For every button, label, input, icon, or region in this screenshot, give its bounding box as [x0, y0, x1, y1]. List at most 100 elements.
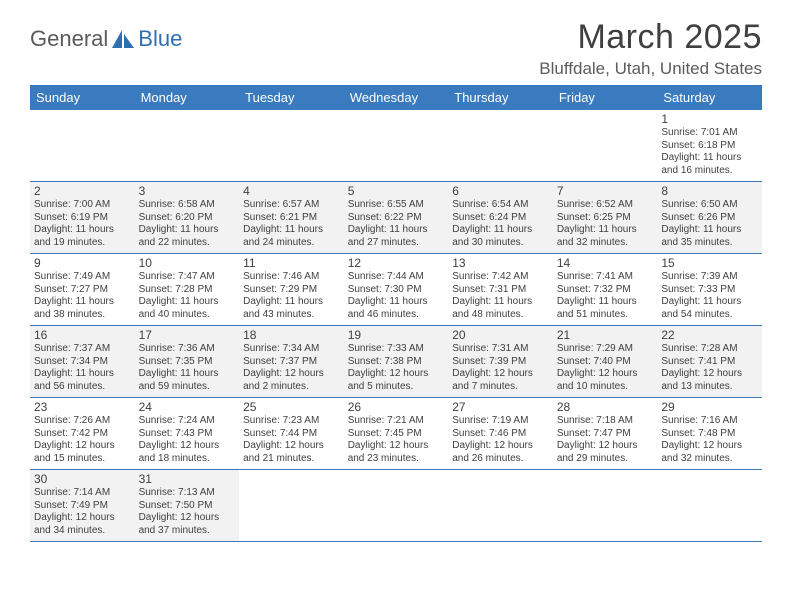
daylight-text-2: and 26 minutes.: [452, 453, 549, 466]
sunrise-text: Sunrise: 7:44 AM: [348, 271, 445, 284]
weekday-header-row: Sunday Monday Tuesday Wednesday Thursday…: [30, 86, 762, 110]
logo-text-2: Blue: [138, 26, 182, 52]
sunrise-text: Sunrise: 7:23 AM: [243, 415, 340, 428]
daylight-text-2: and 56 minutes.: [34, 381, 131, 394]
sunrise-text: Sunrise: 6:54 AM: [452, 199, 549, 212]
day-number: 28: [557, 400, 654, 414]
sunrise-text: Sunrise: 7:13 AM: [139, 487, 236, 500]
weekday-header: Sunday: [30, 86, 135, 110]
daylight-text-1: Daylight: 12 hours: [661, 440, 758, 453]
day-info: Sunrise: 6:52 AMSunset: 6:25 PMDaylight:…: [557, 199, 654, 249]
sunrise-text: Sunrise: 7:00 AM: [34, 199, 131, 212]
logo: General Blue: [30, 26, 182, 52]
sunset-text: Sunset: 7:33 PM: [661, 284, 758, 297]
sunrise-text: Sunrise: 7:29 AM: [557, 343, 654, 356]
day-number: 9: [34, 256, 131, 270]
sunrise-text: Sunrise: 7:18 AM: [557, 415, 654, 428]
daylight-text-1: Daylight: 12 hours: [34, 512, 131, 525]
sunrise-text: Sunrise: 7:37 AM: [34, 343, 131, 356]
day-number: 7: [557, 184, 654, 198]
calendar-day-cell: 23Sunrise: 7:26 AMSunset: 7:42 PMDayligh…: [30, 398, 135, 470]
daylight-text-2: and 22 minutes.: [139, 237, 236, 250]
daylight-text-2: and 35 minutes.: [661, 237, 758, 250]
daylight-text-1: Daylight: 12 hours: [452, 368, 549, 381]
day-info: Sunrise: 7:23 AMSunset: 7:44 PMDaylight:…: [243, 415, 340, 465]
daylight-text-1: Daylight: 11 hours: [452, 224, 549, 237]
day-info: Sunrise: 7:18 AMSunset: 7:47 PMDaylight:…: [557, 415, 654, 465]
calendar-day-cell: 15Sunrise: 7:39 AMSunset: 7:33 PMDayligh…: [657, 254, 762, 326]
calendar-day-cell: 22Sunrise: 7:28 AMSunset: 7:41 PMDayligh…: [657, 326, 762, 398]
daylight-text-1: Daylight: 12 hours: [452, 440, 549, 453]
sunset-text: Sunset: 7:38 PM: [348, 356, 445, 369]
daylight-text-2: and 13 minutes.: [661, 381, 758, 394]
daylight-text-2: and 46 minutes.: [348, 309, 445, 322]
day-number: 16: [34, 328, 131, 342]
logo-sail-icon: [110, 28, 136, 50]
daylight-text-1: Daylight: 12 hours: [557, 440, 654, 453]
day-number: 10: [139, 256, 236, 270]
sunset-text: Sunset: 7:49 PM: [34, 500, 131, 513]
sunset-text: Sunset: 7:31 PM: [452, 284, 549, 297]
daylight-text-2: and 23 minutes.: [348, 453, 445, 466]
sunrise-text: Sunrise: 7:33 AM: [348, 343, 445, 356]
calendar-day-cell: [448, 110, 553, 182]
day-info: Sunrise: 7:39 AMSunset: 7:33 PMDaylight:…: [661, 271, 758, 321]
calendar-day-cell: 17Sunrise: 7:36 AMSunset: 7:35 PMDayligh…: [135, 326, 240, 398]
calendar-day-cell: 26Sunrise: 7:21 AMSunset: 7:45 PMDayligh…: [344, 398, 449, 470]
day-info: Sunrise: 6:55 AMSunset: 6:22 PMDaylight:…: [348, 199, 445, 249]
sunrise-text: Sunrise: 7:26 AM: [34, 415, 131, 428]
sunrise-text: Sunrise: 6:50 AM: [661, 199, 758, 212]
calendar-day-cell: 6Sunrise: 6:54 AMSunset: 6:24 PMDaylight…: [448, 182, 553, 254]
day-info: Sunrise: 7:16 AMSunset: 7:48 PMDaylight:…: [661, 415, 758, 465]
day-info: Sunrise: 7:41 AMSunset: 7:32 PMDaylight:…: [557, 271, 654, 321]
sunset-text: Sunset: 6:24 PM: [452, 212, 549, 225]
calendar-day-cell: 27Sunrise: 7:19 AMSunset: 7:46 PMDayligh…: [448, 398, 553, 470]
day-number: 1: [661, 112, 758, 126]
day-info: Sunrise: 6:54 AMSunset: 6:24 PMDaylight:…: [452, 199, 549, 249]
daylight-text-1: Daylight: 11 hours: [348, 224, 445, 237]
day-number: 6: [452, 184, 549, 198]
sunset-text: Sunset: 7:47 PM: [557, 428, 654, 441]
calendar-week-row: 23Sunrise: 7:26 AMSunset: 7:42 PMDayligh…: [30, 398, 762, 470]
day-number: 2: [34, 184, 131, 198]
sunset-text: Sunset: 7:41 PM: [661, 356, 758, 369]
daylight-text-1: Daylight: 12 hours: [348, 440, 445, 453]
sunrise-text: Sunrise: 7:24 AM: [139, 415, 236, 428]
sunset-text: Sunset: 7:32 PM: [557, 284, 654, 297]
calendar-day-cell: 28Sunrise: 7:18 AMSunset: 7:47 PMDayligh…: [553, 398, 658, 470]
weekday-header: Wednesday: [344, 86, 449, 110]
daylight-text-1: Daylight: 11 hours: [348, 296, 445, 309]
sunset-text: Sunset: 7:35 PM: [139, 356, 236, 369]
day-number: 19: [348, 328, 445, 342]
sunset-text: Sunset: 7:48 PM: [661, 428, 758, 441]
day-info: Sunrise: 6:57 AMSunset: 6:21 PMDaylight:…: [243, 199, 340, 249]
sunrise-text: Sunrise: 7:41 AM: [557, 271, 654, 284]
calendar-day-cell: 13Sunrise: 7:42 AMSunset: 7:31 PMDayligh…: [448, 254, 553, 326]
sunset-text: Sunset: 6:20 PM: [139, 212, 236, 225]
title-block: March 2025 Bluffdale, Utah, United State…: [539, 18, 762, 79]
day-info: Sunrise: 7:26 AMSunset: 7:42 PMDaylight:…: [34, 415, 131, 465]
sunset-text: Sunset: 7:37 PM: [243, 356, 340, 369]
daylight-text-2: and 16 minutes.: [661, 165, 758, 178]
daylight-text-2: and 24 minutes.: [243, 237, 340, 250]
day-info: Sunrise: 7:24 AMSunset: 7:43 PMDaylight:…: [139, 415, 236, 465]
sunrise-text: Sunrise: 7:39 AM: [661, 271, 758, 284]
day-number: 5: [348, 184, 445, 198]
calendar-day-cell: [553, 110, 658, 182]
day-info: Sunrise: 7:31 AMSunset: 7:39 PMDaylight:…: [452, 343, 549, 393]
sunset-text: Sunset: 6:18 PM: [661, 140, 758, 153]
calendar-day-cell: 2Sunrise: 7:00 AMSunset: 6:19 PMDaylight…: [30, 182, 135, 254]
daylight-text-2: and 54 minutes.: [661, 309, 758, 322]
day-info: Sunrise: 7:21 AMSunset: 7:45 PMDaylight:…: [348, 415, 445, 465]
day-info: Sunrise: 7:28 AMSunset: 7:41 PMDaylight:…: [661, 343, 758, 393]
calendar-day-cell: 10Sunrise: 7:47 AMSunset: 7:28 PMDayligh…: [135, 254, 240, 326]
month-title: March 2025: [539, 18, 762, 57]
day-number: 30: [34, 472, 131, 486]
sunset-text: Sunset: 6:22 PM: [348, 212, 445, 225]
daylight-text-1: Daylight: 12 hours: [557, 368, 654, 381]
sunset-text: Sunset: 7:30 PM: [348, 284, 445, 297]
day-number: 15: [661, 256, 758, 270]
calendar-week-row: 9Sunrise: 7:49 AMSunset: 7:27 PMDaylight…: [30, 254, 762, 326]
sunset-text: Sunset: 7:44 PM: [243, 428, 340, 441]
day-number: 18: [243, 328, 340, 342]
